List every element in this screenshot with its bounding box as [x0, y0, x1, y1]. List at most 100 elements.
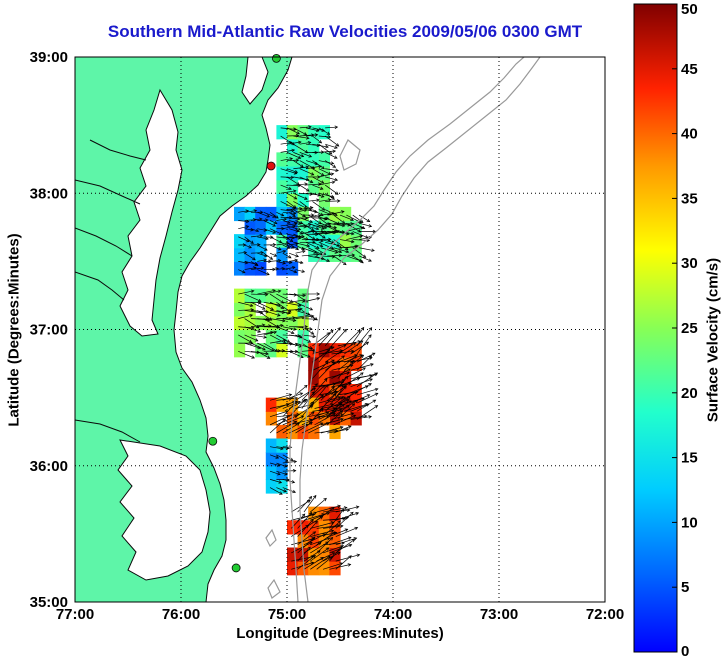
velocity-arrowhead — [308, 125, 312, 129]
velocity-arrowhead — [301, 234, 305, 239]
velocity-arrowhead — [360, 260, 364, 264]
velocity-arrow — [308, 214, 322, 225]
velocity-arrow — [295, 269, 305, 273]
velocity-arrow — [282, 470, 296, 472]
velocity-arrowhead — [272, 230, 277, 234]
velocity-arrow — [350, 341, 369, 355]
velocity-arrowhead — [332, 164, 337, 168]
velocity-arrowhead — [331, 552, 336, 556]
velocity-arrowhead — [334, 145, 338, 149]
velocity-arrowhead — [325, 144, 329, 149]
velocity-cell — [276, 343, 288, 358]
velocity-arrow — [329, 528, 348, 537]
velocity-arrowhead — [265, 236, 269, 241]
velocity-arrow — [238, 236, 250, 242]
velocity-arrow — [310, 521, 334, 529]
velocity-arrowhead — [292, 318, 297, 322]
velocity-arrow — [270, 260, 281, 262]
velocity-arrow — [301, 310, 318, 321]
velocity-cell — [318, 547, 330, 562]
velocity-arrow — [310, 530, 334, 537]
velocity-arrow — [299, 201, 312, 211]
velocity-arrow — [322, 507, 347, 513]
velocity-arrowhead — [328, 345, 333, 350]
velocity-cell — [318, 533, 330, 549]
velocity-arrow — [333, 405, 350, 417]
velocity-arrow — [312, 332, 330, 347]
velocity-arrowhead — [278, 231, 283, 235]
velocity-cell — [265, 329, 277, 344]
velocity-arrowhead — [362, 367, 366, 371]
velocity-arrow — [316, 531, 336, 546]
velocity-arrow — [337, 341, 361, 347]
velocity-arrowhead — [327, 135, 332, 139]
velocity-arrowhead — [297, 303, 302, 307]
velocity-arrow — [318, 127, 330, 135]
velocity-arrowhead — [275, 215, 279, 219]
velocity-arrow — [324, 327, 341, 347]
velocity-arrowhead — [336, 243, 341, 247]
velocity-arrowhead — [341, 541, 345, 545]
velocity-arrow — [306, 134, 318, 137]
velocity-cell — [340, 247, 352, 262]
velocity-arrowhead — [339, 524, 344, 528]
velocity-arrowhead — [335, 191, 339, 195]
velocity-arrowhead — [250, 240, 254, 244]
velocity-cell — [350, 397, 362, 412]
velocity-arrow — [269, 410, 288, 418]
velocity-arrowhead — [286, 339, 291, 343]
velocity-arrow — [314, 403, 334, 409]
velocity-cell — [276, 234, 288, 249]
y-tick-label: 35:00 — [30, 594, 68, 611]
velocity-cell — [318, 561, 330, 576]
velocity-arrowhead — [356, 553, 361, 558]
colorbar — [633, 3, 678, 653]
velocity-cell — [340, 343, 352, 358]
velocity-arrow — [238, 350, 255, 359]
velocity-cell — [297, 234, 309, 249]
velocity-arrow — [282, 211, 296, 214]
velocity-arrowhead — [338, 253, 343, 258]
velocity-arrow — [356, 388, 378, 396]
velocity-cell — [350, 356, 362, 371]
velocity-arrowhead — [346, 404, 350, 409]
velocity-arrowhead — [297, 400, 301, 405]
velocity-arrowhead — [312, 240, 316, 245]
velocity-cell — [234, 261, 246, 276]
velocity-arrowhead — [307, 141, 312, 145]
velocity-arrowhead — [308, 154, 313, 158]
velocity-arrow — [263, 220, 276, 227]
velocity-arrow — [344, 354, 363, 363]
velocity-arrowhead — [316, 292, 321, 296]
velocity-cell — [308, 152, 320, 167]
velocity-cell — [329, 506, 341, 521]
velocity-arrowhead — [326, 349, 331, 353]
velocity-arrowhead — [333, 225, 338, 230]
velocity-cell — [297, 343, 309, 358]
velocity-arrowhead — [327, 171, 332, 175]
velocity-arrowhead — [294, 343, 299, 347]
velocity-arrowhead — [330, 329, 334, 334]
velocity-cell — [276, 302, 288, 317]
velocity-arrowhead — [302, 399, 306, 403]
velocity-cell — [318, 370, 330, 385]
velocity-arrow — [269, 487, 283, 495]
velocity-arrowhead — [337, 199, 341, 203]
velocity-arrow — [299, 160, 315, 169]
velocity-arrowhead — [285, 241, 290, 246]
velocity-arrow — [244, 244, 252, 249]
velocity-arrow — [312, 359, 335, 371]
velocity-arrowhead — [346, 371, 350, 375]
velocity-arrowhead — [262, 347, 266, 351]
velocity-arrow — [244, 236, 254, 244]
velocity-arrow — [263, 301, 281, 306]
velocity-arrowhead — [371, 352, 376, 356]
velocity-arrowhead — [343, 328, 347, 333]
velocity-cell — [340, 234, 352, 249]
velocity-arrowhead — [303, 208, 308, 213]
velocity-arrowhead — [272, 267, 276, 272]
velocity-arrow — [312, 160, 325, 170]
velocity-arrowhead — [347, 395, 351, 400]
velocity-arrow — [289, 220, 302, 225]
velocity-cell — [276, 438, 288, 453]
